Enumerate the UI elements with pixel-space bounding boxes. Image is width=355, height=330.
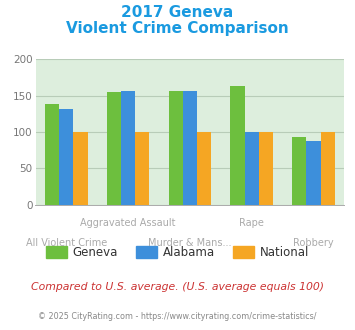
Text: All Violent Crime: All Violent Crime — [26, 238, 107, 248]
Bar — [321, 132, 335, 205]
Bar — [197, 132, 211, 205]
Bar — [230, 86, 245, 205]
Bar — [45, 104, 59, 205]
Text: Aggravated Assault: Aggravated Assault — [80, 218, 176, 228]
Bar — [292, 137, 306, 205]
Legend: Geneva, Alabama, National: Geneva, Alabama, National — [41, 241, 314, 264]
Bar — [259, 132, 273, 205]
Text: Rape: Rape — [239, 218, 264, 228]
Text: Robbery: Robbery — [293, 238, 334, 248]
Bar — [121, 91, 135, 205]
Bar — [59, 110, 73, 205]
Text: © 2025 CityRating.com - https://www.cityrating.com/crime-statistics/: © 2025 CityRating.com - https://www.city… — [38, 312, 317, 321]
Text: Compared to U.S. average. (U.S. average equals 100): Compared to U.S. average. (U.S. average … — [31, 282, 324, 292]
Text: Murder & Mans...: Murder & Mans... — [148, 238, 232, 248]
Text: Violent Crime Comparison: Violent Crime Comparison — [66, 21, 289, 36]
Bar — [107, 92, 121, 205]
Bar — [245, 132, 259, 205]
Text: 2017 Geneva: 2017 Geneva — [121, 5, 234, 20]
Bar — [183, 91, 197, 205]
Bar — [73, 132, 88, 205]
Bar — [169, 91, 183, 205]
Bar — [306, 142, 321, 205]
Bar — [135, 132, 149, 205]
